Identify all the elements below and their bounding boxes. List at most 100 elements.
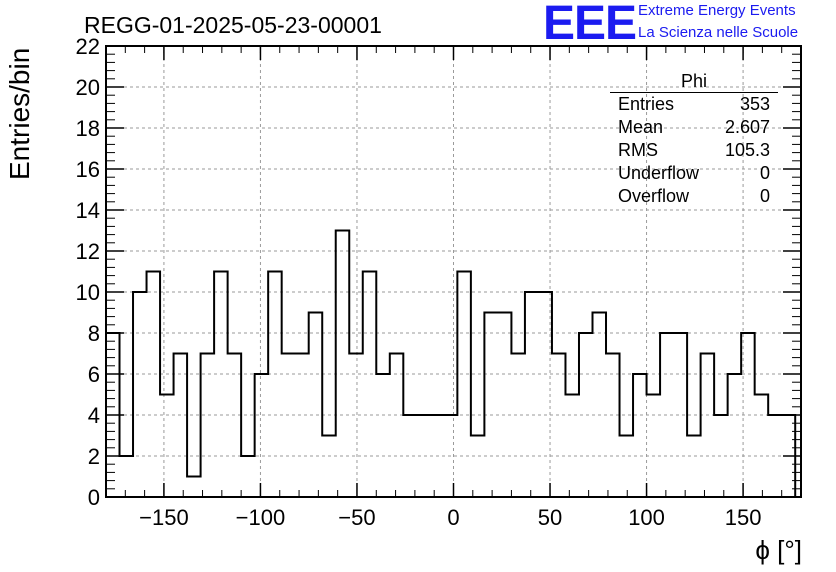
stats-label: Mean <box>618 117 664 137</box>
histogram-bin <box>322 436 336 498</box>
stats-row-mean: Mean 2.607 <box>610 116 778 139</box>
y-tick-label: 18 <box>76 116 100 141</box>
histogram-bin <box>241 456 255 497</box>
y-tick-labels: 0 2 4 6 8 10 12 14 16 18 20 22 <box>76 34 100 510</box>
stats-value: 0 <box>759 186 770 206</box>
histogram-bin <box>390 354 404 498</box>
histogram-bin <box>106 333 120 497</box>
y-tick-label: 4 <box>88 403 100 428</box>
stats-value: 0 <box>759 163 770 183</box>
histogram-bin <box>714 415 728 497</box>
histogram-bin <box>606 354 620 498</box>
stats-value: 353 <box>739 94 770 114</box>
x-tick-label: 0 <box>447 505 459 530</box>
stats-row-overflow: Overflow 0 <box>610 185 778 208</box>
histogram-bin <box>701 354 715 498</box>
histogram-bin <box>633 374 647 497</box>
y-tick-label: 0 <box>88 485 100 510</box>
stats-row-rms: RMS 105.3 <box>610 139 778 162</box>
histogram-bin <box>484 313 498 498</box>
y-tick-label: 14 <box>76 198 100 223</box>
histogram-bin <box>728 374 742 497</box>
logo-line-2: La Scienza nelle Scuole <box>638 24 799 41</box>
histogram-bin <box>593 313 607 498</box>
chart-title: REGG-01-2025-05-23-00001 <box>84 12 382 38</box>
y-tick-label: 20 <box>76 75 100 100</box>
histogram-bin <box>174 354 188 498</box>
y-tick-label: 16 <box>76 157 100 182</box>
histogram-bin <box>741 333 755 497</box>
histogram-bin <box>376 374 390 497</box>
stats-box: Phi Entries 353 Mean 2.607 RMS 105.3 Und… <box>610 70 778 208</box>
histogram-bin <box>295 354 309 498</box>
eee-logo: EEE <box>543 0 637 50</box>
histogram-bin <box>782 415 796 497</box>
stats-value: 2.607 <box>724 117 770 137</box>
histogram-bin <box>268 272 282 498</box>
histogram-bin <box>525 292 539 497</box>
histogram-bin <box>187 477 201 498</box>
y-tick-label: 22 <box>76 34 100 59</box>
stats-row-underflow: Underflow 0 <box>610 162 778 185</box>
histogram-bin <box>255 374 269 497</box>
stats-label: RMS <box>618 140 658 160</box>
x-tick-label: 50 <box>538 505 562 530</box>
histogram-bin <box>687 436 701 498</box>
histogram-bin <box>228 354 242 498</box>
histogram-bin <box>282 354 296 498</box>
logo-line-1: Extreme Energy Events <box>638 2 796 19</box>
x-tick-label: −150 <box>139 505 189 530</box>
histogram-bin <box>579 333 593 497</box>
histogram-bin <box>349 354 363 498</box>
histogram-bin <box>647 395 661 498</box>
histogram-bin <box>444 415 458 497</box>
grid-lines <box>106 46 801 497</box>
histogram-bin <box>660 333 674 497</box>
y-tick-label: 12 <box>76 239 100 264</box>
histogram-series <box>105 229 797 497</box>
histogram-bin <box>403 415 417 497</box>
stats-row-entries: Entries 353 <box>610 93 778 116</box>
stats-label: Underflow <box>618 163 700 183</box>
histogram-bin <box>552 354 566 498</box>
histogram-bin <box>160 395 174 498</box>
histogram-bin <box>336 231 350 498</box>
histogram-bin <box>538 292 552 497</box>
histogram-bin <box>133 292 147 497</box>
x-tick-label: 100 <box>628 505 665 530</box>
histogram-bin <box>674 333 688 497</box>
histogram-bin <box>755 395 769 498</box>
histogram-bin <box>457 272 471 498</box>
x-tick-labels: −150 −100 −50 0 50 100 150 <box>139 505 761 530</box>
histogram-bin <box>430 415 444 497</box>
histogram-bin <box>201 354 215 498</box>
y-axis-label: Entries/bin <box>4 47 35 180</box>
histogram-bin <box>565 395 579 498</box>
histogram-bin <box>214 272 228 498</box>
histogram-bin <box>120 456 134 497</box>
histogram-bin <box>471 436 485 498</box>
histogram-bin <box>498 313 512 498</box>
stats-label: Overflow <box>618 186 690 206</box>
histogram-bin <box>147 272 161 498</box>
axis-ticks <box>106 45 801 498</box>
x-tick-label: 150 <box>725 505 762 530</box>
x-tick-label: −100 <box>236 505 286 530</box>
x-tick-label: −50 <box>338 505 375 530</box>
stats-title: Phi <box>610 70 778 93</box>
y-tick-label: 6 <box>88 362 100 387</box>
histogram-bin <box>511 354 525 498</box>
histogram-bin <box>417 415 431 497</box>
y-tick-label: 2 <box>88 444 100 469</box>
y-tick-label: 8 <box>88 321 100 346</box>
x-axis-label: ϕ [°] <box>755 535 802 565</box>
y-tick-label: 10 <box>76 280 100 305</box>
histogram-bin <box>620 436 634 498</box>
histogram-bins <box>106 231 795 498</box>
stats-label: Entries <box>618 94 675 114</box>
histogram-bin <box>363 272 377 498</box>
histogram-bin <box>768 415 782 497</box>
histogram-bin <box>309 313 323 498</box>
stats-value: 105.3 <box>724 140 770 160</box>
